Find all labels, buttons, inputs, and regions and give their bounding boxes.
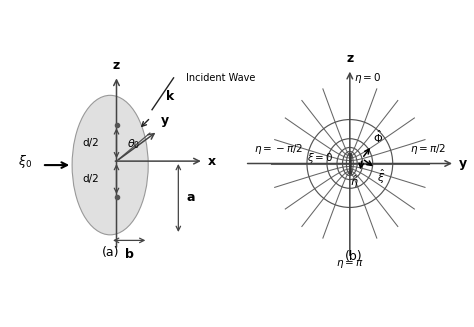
Text: $\hat{\eta}$: $\hat{\eta}$ xyxy=(350,174,358,190)
Text: (b): (b) xyxy=(345,250,362,263)
Text: $\theta_0$: $\theta_0$ xyxy=(127,137,140,150)
Text: $\xi_0$: $\xi_0$ xyxy=(18,153,33,170)
Text: k: k xyxy=(165,90,174,103)
Text: $\hat{\Phi}$: $\hat{\Phi}$ xyxy=(374,129,383,145)
Text: $\eta = -\pi/2$: $\eta = -\pi/2$ xyxy=(254,142,302,156)
Text: d/2: d/2 xyxy=(82,174,99,184)
Text: $\eta = 0$: $\eta = 0$ xyxy=(354,71,382,85)
Text: $\xi = 0$: $\xi = 0$ xyxy=(307,150,334,164)
Text: $\hat{\xi}$: $\hat{\xi}$ xyxy=(377,168,385,186)
Text: y: y xyxy=(459,157,467,170)
Text: a: a xyxy=(186,192,195,204)
Text: d/2: d/2 xyxy=(82,138,99,148)
Text: $\eta = \pi/2$: $\eta = \pi/2$ xyxy=(410,142,446,156)
Text: x: x xyxy=(208,155,216,168)
Ellipse shape xyxy=(72,95,148,235)
Text: z: z xyxy=(346,52,354,65)
Text: y: y xyxy=(161,114,169,127)
Text: z: z xyxy=(113,59,120,72)
Text: b: b xyxy=(125,248,134,261)
Text: Incident Wave: Incident Wave xyxy=(186,73,255,83)
Text: $\eta = \pi$: $\eta = \pi$ xyxy=(336,258,364,270)
Text: (a): (a) xyxy=(101,247,119,259)
